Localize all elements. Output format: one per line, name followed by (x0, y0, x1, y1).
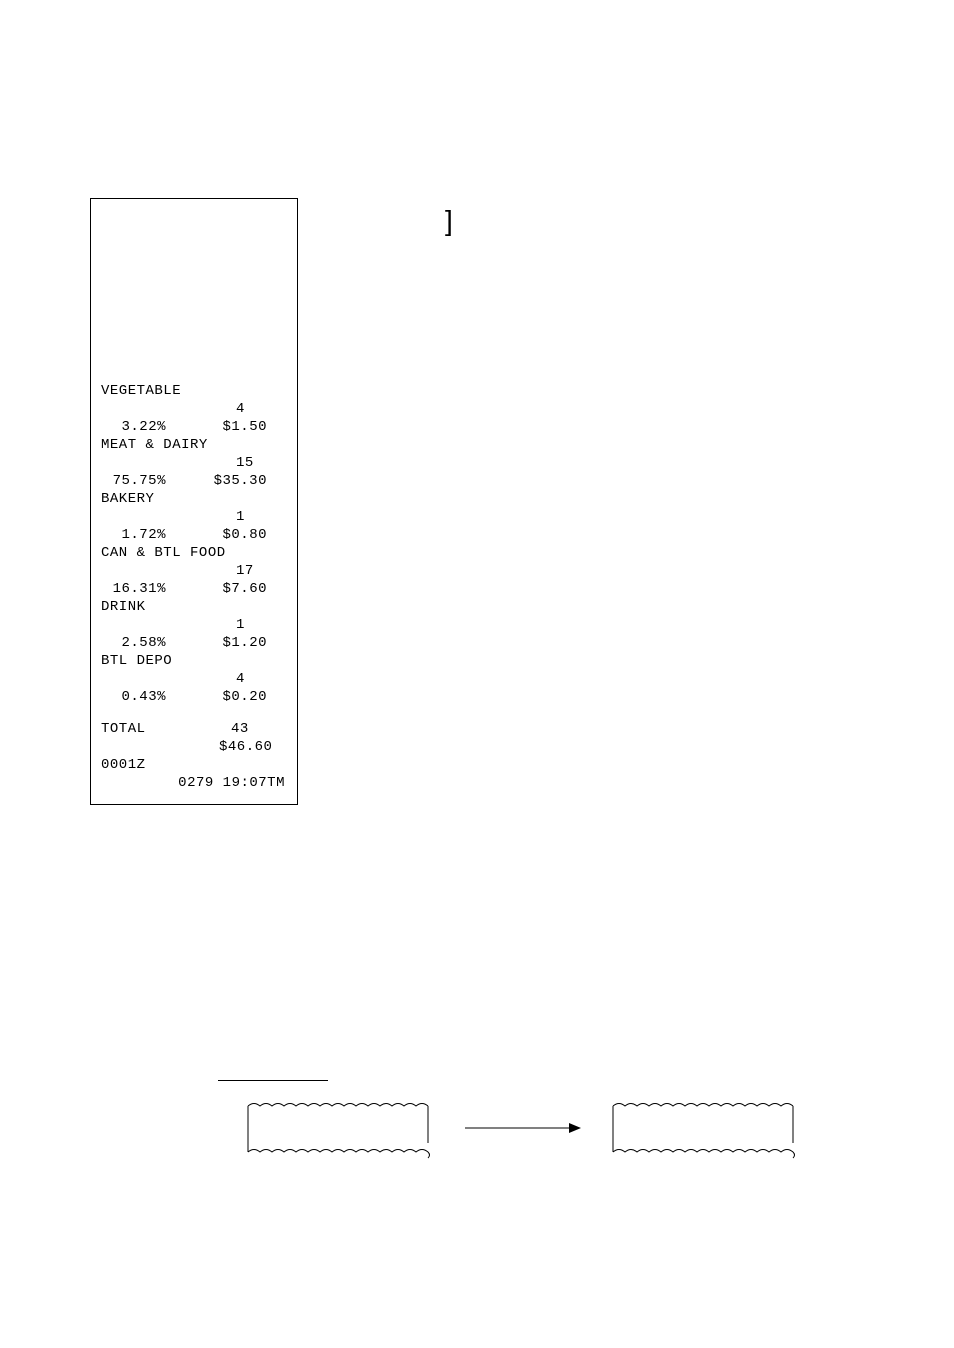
receipt-total-row: TOTAL 43 (101, 720, 287, 738)
paper-snippet-left (243, 1098, 433, 1158)
category-percent: 0.43% (101, 688, 196, 706)
category-percent: 2.58% (101, 634, 196, 652)
category-percent: 16.31% (101, 580, 196, 598)
bracket-icon: ] (445, 205, 453, 237)
arrow-right-icon (463, 1118, 583, 1138)
category-name: CAN & BTL FOOD (101, 544, 287, 562)
category-detail-row: 2.58%$1.20 (101, 634, 287, 652)
category-amount: $0.20 (196, 688, 287, 706)
receipt-header-blank (101, 207, 287, 382)
receipt-categories: VEGETABLE43.22%$1.50MEAT & DAIRY1575.75%… (101, 382, 287, 706)
category-detail-row: 16.31%$7.60 (101, 580, 287, 598)
receipt-box: VEGETABLE43.22%$1.50MEAT & DAIRY1575.75%… (90, 198, 298, 805)
category-amount: $7.60 (196, 580, 287, 598)
receipt-footer-id: 0001Z (101, 756, 287, 774)
category-percent: 3.22% (101, 418, 196, 436)
category-amount: $1.50 (196, 418, 287, 436)
category-count: 4 (101, 400, 287, 418)
receipt-footer-timestamp: 0279 19:07TM (101, 774, 287, 792)
category-detail-row: 0.43%$0.20 (101, 688, 287, 706)
category-count: 4 (101, 670, 287, 688)
total-amount: $46.60 (101, 738, 287, 756)
category-detail-row: 75.75%$35.30 (101, 472, 287, 490)
torn-paper-icon (243, 1098, 433, 1160)
total-count: 43 (211, 720, 287, 738)
bottom-diagram (218, 1080, 888, 1200)
category-name: VEGETABLE (101, 382, 287, 400)
category-detail-row: 1.72%$0.80 (101, 526, 287, 544)
category-amount: $1.20 (196, 634, 287, 652)
category-count: 17 (101, 562, 287, 580)
category-amount: $0.80 (196, 526, 287, 544)
category-count: 1 (101, 508, 287, 526)
category-name: BAKERY (101, 490, 287, 508)
category-name: DRINK (101, 598, 287, 616)
category-name: MEAT & DAIRY (101, 436, 287, 454)
total-label: TOTAL (101, 720, 211, 738)
torn-paper-icon (608, 1098, 798, 1160)
category-amount: $35.30 (196, 472, 287, 490)
category-detail-row: 3.22%$1.50 (101, 418, 287, 436)
category-name: BTL DEPO (101, 652, 287, 670)
category-count: 1 (101, 616, 287, 634)
category-percent: 75.75% (101, 472, 196, 490)
paper-snippet-right (608, 1098, 798, 1158)
category-percent: 1.72% (101, 526, 196, 544)
category-count: 15 (101, 454, 287, 472)
underline-decor (218, 1080, 328, 1081)
